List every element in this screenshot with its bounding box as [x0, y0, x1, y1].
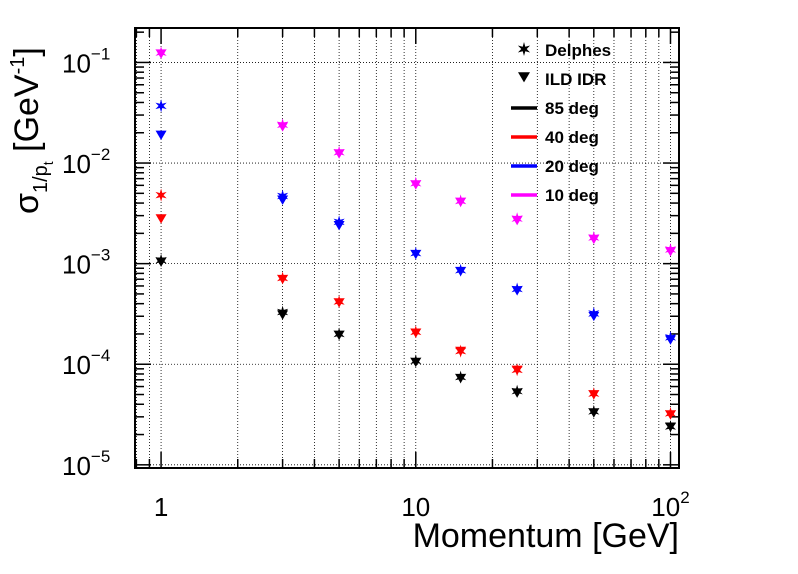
delphes-point	[155, 188, 167, 202]
delphes-point	[588, 404, 600, 418]
delphes-point	[155, 99, 167, 113]
delphes-point	[277, 305, 289, 319]
delphes-point	[588, 231, 600, 244]
tick-labels: 1 10 102 10−5 10−4 10−3 10−2 10−1	[62, 44, 690, 522]
delphes-point	[333, 295, 345, 308]
delphes-point	[511, 282, 523, 296]
delphes-point	[155, 253, 167, 267]
legend-delphes-icon	[517, 42, 531, 56]
y-tick-label: 10−2	[62, 145, 110, 179]
delphes-point	[333, 327, 345, 341]
x-tick-label: 10	[401, 492, 430, 522]
data-points	[155, 46, 677, 434]
grid-lines	[135, 28, 679, 468]
x-tick-label: 102	[651, 488, 689, 522]
legend-label: 20 deg	[545, 157, 599, 176]
delphes-point	[664, 330, 677, 344]
legend-label: Delphes	[545, 41, 611, 60]
delphes-point	[277, 271, 289, 285]
y-tick-label: 10−1	[62, 44, 110, 78]
delphes-point	[455, 344, 467, 358]
ild-idr-point	[155, 130, 167, 140]
delphes-point	[333, 215, 345, 229]
ild-idr-point	[155, 214, 167, 224]
plot-frame	[134, 27, 680, 469]
legend: Delphes ILD IDR 85 deg 40 deg 20 deg 10 deg	[511, 41, 611, 205]
legend-label: 40 deg	[545, 128, 599, 147]
x-tick-label: 1	[154, 492, 168, 522]
legend-label: ILD IDR	[545, 70, 606, 89]
y-tick-label: 10−4	[62, 346, 110, 380]
x-axis-title: Momentum [GeV]	[413, 517, 679, 555]
delphes-point	[664, 420, 677, 434]
delphes-point	[664, 243, 677, 257]
delphes-point	[455, 263, 467, 277]
delphes-point	[511, 363, 523, 377]
legend-label: 85 deg	[545, 99, 599, 118]
svg-text:σ1/pt [GeV-1]: σ1/pt [GeV-1]	[7, 47, 56, 214]
legend-ild-idr-icon	[518, 72, 530, 83]
delphes-point	[410, 176, 422, 190]
delphes-point	[588, 306, 600, 320]
legend-label: 10 deg	[545, 186, 599, 205]
y-tick-label: 10−3	[62, 246, 110, 280]
y-axis-title: σ1/pt [GeV-1]	[7, 47, 56, 214]
delphes-point	[588, 387, 600, 401]
delphes-point	[277, 189, 289, 203]
y-tick-label: 10−5	[62, 447, 110, 481]
delphes-point	[664, 406, 677, 420]
delphes-point	[410, 354, 422, 368]
delphes-point	[511, 384, 523, 398]
delphes-point	[155, 46, 167, 60]
axis-ticks	[135, 28, 679, 468]
delphes-point	[410, 246, 422, 260]
delphes-point	[333, 145, 345, 159]
delphes-point	[410, 325, 422, 339]
delphes-point	[455, 194, 467, 208]
delphes-point	[511, 212, 523, 226]
delphes-point	[277, 118, 289, 132]
delphes-point	[455, 370, 467, 384]
